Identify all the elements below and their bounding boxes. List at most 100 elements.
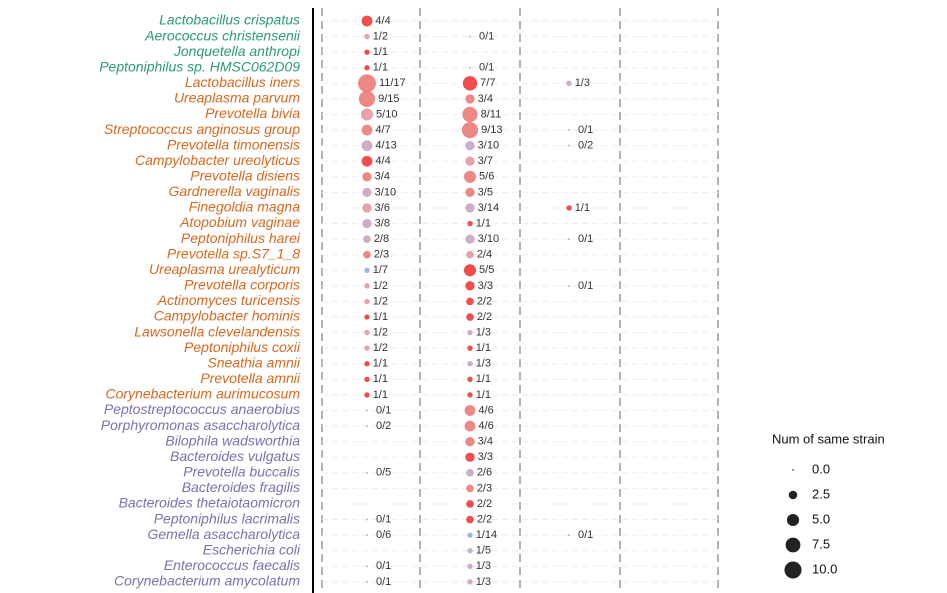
dot bbox=[360, 108, 374, 121]
value-label: 0/1 bbox=[376, 404, 391, 416]
dot bbox=[467, 376, 473, 383]
dot bbox=[366, 409, 368, 412]
dot bbox=[568, 144, 570, 147]
category-label: Peptostreptococcus anaerobius bbox=[104, 401, 300, 417]
dot bbox=[366, 425, 368, 428]
value-label: 5/10 bbox=[376, 108, 397, 120]
value-label: 0/1 bbox=[578, 529, 593, 541]
dot bbox=[361, 140, 373, 152]
dot bbox=[358, 74, 376, 93]
dot bbox=[465, 234, 475, 244]
legend-dot bbox=[786, 513, 800, 527]
dot bbox=[358, 90, 376, 107]
dot bbox=[462, 76, 478, 91]
value-label: 1/1 bbox=[373, 46, 388, 58]
value-label: 1/3 bbox=[476, 327, 491, 339]
dot bbox=[462, 106, 478, 123]
category-label: Peptoniphilus coxii bbox=[184, 339, 301, 355]
dot bbox=[568, 238, 570, 241]
value-label: 0/6 bbox=[376, 529, 391, 541]
value-label: 4/4 bbox=[375, 15, 390, 27]
dot bbox=[362, 203, 372, 213]
dot bbox=[363, 250, 371, 259]
category-label: Prevotella bivia bbox=[205, 105, 300, 121]
dot bbox=[464, 405, 476, 416]
category-label: Atopobium vaginae bbox=[179, 214, 300, 230]
legend-label: 7.5 bbox=[812, 536, 830, 551]
column-dividers bbox=[321, 8, 719, 593]
category-label: Sneathia amnii bbox=[207, 354, 301, 370]
dot bbox=[366, 471, 368, 474]
category-label: Bacteroides fragilis bbox=[182, 479, 300, 495]
dot bbox=[364, 49, 370, 55]
legend-dot bbox=[792, 469, 794, 471]
dot bbox=[465, 187, 475, 198]
legend-label: 2.5 bbox=[812, 486, 830, 501]
value-label: 4/4 bbox=[375, 155, 390, 167]
dot bbox=[465, 452, 475, 462]
dot bbox=[467, 345, 473, 351]
dot bbox=[566, 205, 572, 211]
dot bbox=[366, 565, 368, 568]
category-label: Lactobacillus crispatus bbox=[159, 12, 300, 28]
dot bbox=[364, 65, 370, 71]
dot bbox=[461, 121, 479, 139]
value-label: 1/3 bbox=[476, 576, 491, 588]
value-label: 2/2 bbox=[477, 513, 492, 525]
category-label: Aerococcus christensenii bbox=[144, 27, 301, 43]
value-label: 0/2 bbox=[376, 420, 391, 432]
dot bbox=[361, 15, 373, 27]
dot bbox=[364, 329, 370, 336]
dot bbox=[465, 203, 475, 213]
category-label: Bilophila wadsworthia bbox=[165, 432, 300, 448]
value-label: 3/4 bbox=[375, 171, 390, 183]
category-label: Actinomyces turicensis bbox=[157, 292, 300, 308]
dot bbox=[465, 140, 475, 151]
dot bbox=[465, 94, 475, 104]
dot bbox=[566, 80, 572, 87]
value-label: 1/3 bbox=[476, 560, 491, 572]
value-label: 3/6 bbox=[375, 202, 390, 214]
legend-title: Num of same strain bbox=[772, 431, 885, 446]
value-label: 1/1 bbox=[373, 311, 388, 323]
dot bbox=[362, 218, 372, 229]
category-label: Lactobacillus iners bbox=[185, 74, 300, 90]
category-label: Porphyromonas asaccharolytica bbox=[101, 417, 300, 433]
category-label: Streptococcus anginosus group bbox=[104, 121, 300, 137]
dot bbox=[466, 515, 474, 524]
value-label: 0/5 bbox=[376, 467, 391, 479]
value-label: 1/1 bbox=[373, 373, 388, 385]
value-label: 1/2 bbox=[373, 295, 388, 307]
dot bbox=[361, 124, 373, 136]
value-label: 1/2 bbox=[373, 280, 388, 292]
category-label: Corynebacterium aurimucosum bbox=[105, 386, 300, 402]
value-label: 2/3 bbox=[477, 482, 492, 494]
dot bbox=[464, 420, 476, 432]
value-label: 7/7 bbox=[480, 77, 495, 89]
value-label: 1/2 bbox=[373, 30, 388, 42]
value-label: 4/13 bbox=[375, 140, 396, 152]
category-label: Prevotella amnii bbox=[200, 370, 300, 386]
dot bbox=[364, 33, 370, 40]
value-label: 9/15 bbox=[378, 93, 399, 105]
dot bbox=[568, 129, 570, 132]
dot bbox=[568, 534, 570, 537]
dot bbox=[466, 500, 474, 508]
value-label: 5/5 bbox=[479, 264, 494, 276]
value-label: 0/1 bbox=[479, 30, 494, 42]
value-label: 1/3 bbox=[575, 77, 590, 89]
category-label: Prevotella sp.S7_1_8 bbox=[167, 245, 300, 261]
category-label: Corynebacterium amycolatum bbox=[114, 573, 300, 589]
category-label: Finegoldia magna bbox=[189, 199, 301, 215]
value-label: 3/5 bbox=[478, 186, 493, 198]
dot bbox=[469, 66, 471, 69]
value-label: 2/2 bbox=[477, 311, 492, 323]
dot bbox=[465, 156, 475, 166]
value-label: 1/2 bbox=[373, 327, 388, 339]
dot bbox=[366, 518, 368, 521]
category-label: Bacteroides thetaiotaomicron bbox=[119, 495, 301, 511]
dot bbox=[469, 35, 471, 38]
value-label: 1/5 bbox=[476, 545, 491, 557]
value-label: 0/1 bbox=[376, 560, 391, 572]
